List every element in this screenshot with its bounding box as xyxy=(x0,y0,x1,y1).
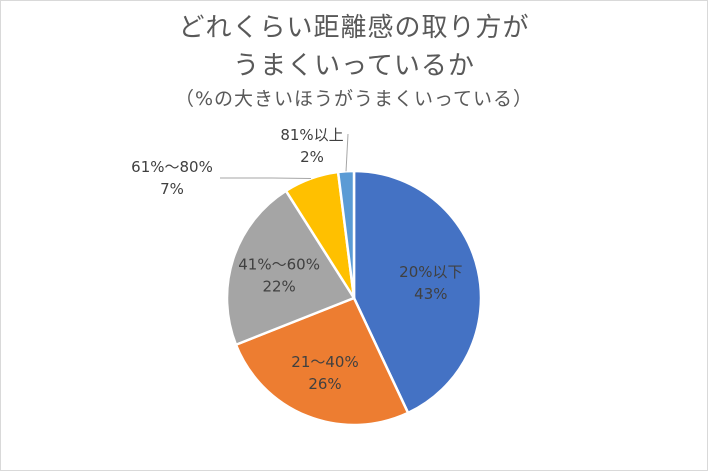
leader-line-3 xyxy=(220,177,311,180)
pie-slice-0 xyxy=(352,169,483,415)
slice-value-label-0: 43% xyxy=(414,285,447,303)
leader-line-4 xyxy=(345,133,349,172)
slice-label-3: 61%〜80% xyxy=(131,158,213,176)
slice-value-label-2: 22% xyxy=(262,278,295,296)
chart-subtitle: （%の大きいほうがうまくいっている） xyxy=(174,88,534,110)
slice-label-2: 41%〜60% xyxy=(238,256,320,274)
slice-value-label-1: 26% xyxy=(308,375,341,393)
slice-label-1: 21〜40% xyxy=(291,353,358,371)
slice-value-label-3: 7% xyxy=(160,180,184,198)
slice-label-0: 20%以下 xyxy=(399,263,462,281)
slice-label-4: 81%以上 xyxy=(280,126,343,144)
chart-title-line-1: どれくらい距離感の取り方が xyxy=(178,13,530,43)
pie-slice-1 xyxy=(234,296,410,427)
slice-value-label-4: 2% xyxy=(300,148,324,166)
chart-title-line-2: うまくいっているか xyxy=(233,51,475,81)
pie-slice-2 xyxy=(225,189,356,347)
